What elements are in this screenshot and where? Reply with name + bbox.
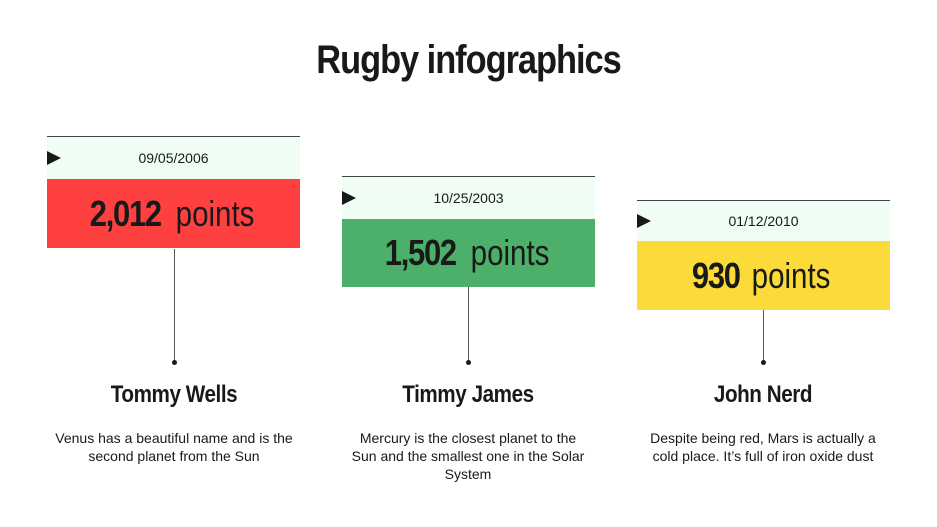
player-name: Tommy Wells xyxy=(110,381,238,408)
date-label: 01/12/2010 xyxy=(728,213,799,229)
points-unit: points xyxy=(751,254,831,296)
player-description: Venus has a beautiful name and is the se… xyxy=(55,430,293,464)
divider xyxy=(47,136,300,137)
points-box: 2,012 points xyxy=(47,179,300,248)
divider xyxy=(342,176,595,177)
points-value: 1,502 xyxy=(384,232,457,273)
date-label: 09/05/2006 xyxy=(138,150,209,166)
date-label: 10/25/2003 xyxy=(433,190,504,206)
points-unit: points xyxy=(470,232,550,273)
connector-line xyxy=(174,249,175,362)
connector-dot xyxy=(761,360,766,365)
player-card-1: 09/05/2006 2,012 points xyxy=(47,136,300,248)
player-card-2: 10/25/2003 1,502 points xyxy=(342,176,595,287)
connector-line xyxy=(763,310,764,362)
player-description: Despite being red, Mars is actually a co… xyxy=(650,430,876,464)
points-box: 1,502 points xyxy=(342,219,595,287)
play-triangle-icon xyxy=(47,151,61,165)
points-box: 930 points xyxy=(637,241,890,310)
connector-dot xyxy=(172,360,177,365)
play-triangle-icon xyxy=(637,214,651,228)
player-name: John Nerd xyxy=(713,381,813,408)
connector-dot xyxy=(466,360,471,365)
date-strip: 01/12/2010 xyxy=(637,201,890,241)
page-title: Rugby infographics xyxy=(316,38,621,82)
player-name: Timmy James xyxy=(402,381,534,408)
player-description: Mercury is the closest planet to the Sun… xyxy=(351,430,585,482)
connector-line xyxy=(468,287,469,362)
date-strip: 09/05/2006 xyxy=(47,137,300,179)
player-card-3: 01/12/2010 930 points xyxy=(637,200,890,310)
points-value: 2,012 xyxy=(89,192,162,234)
date-strip: 10/25/2003 xyxy=(342,177,595,219)
divider xyxy=(637,200,890,201)
points-unit: points xyxy=(175,192,255,234)
play-triangle-icon xyxy=(342,191,356,205)
points-value: 930 xyxy=(691,254,741,296)
